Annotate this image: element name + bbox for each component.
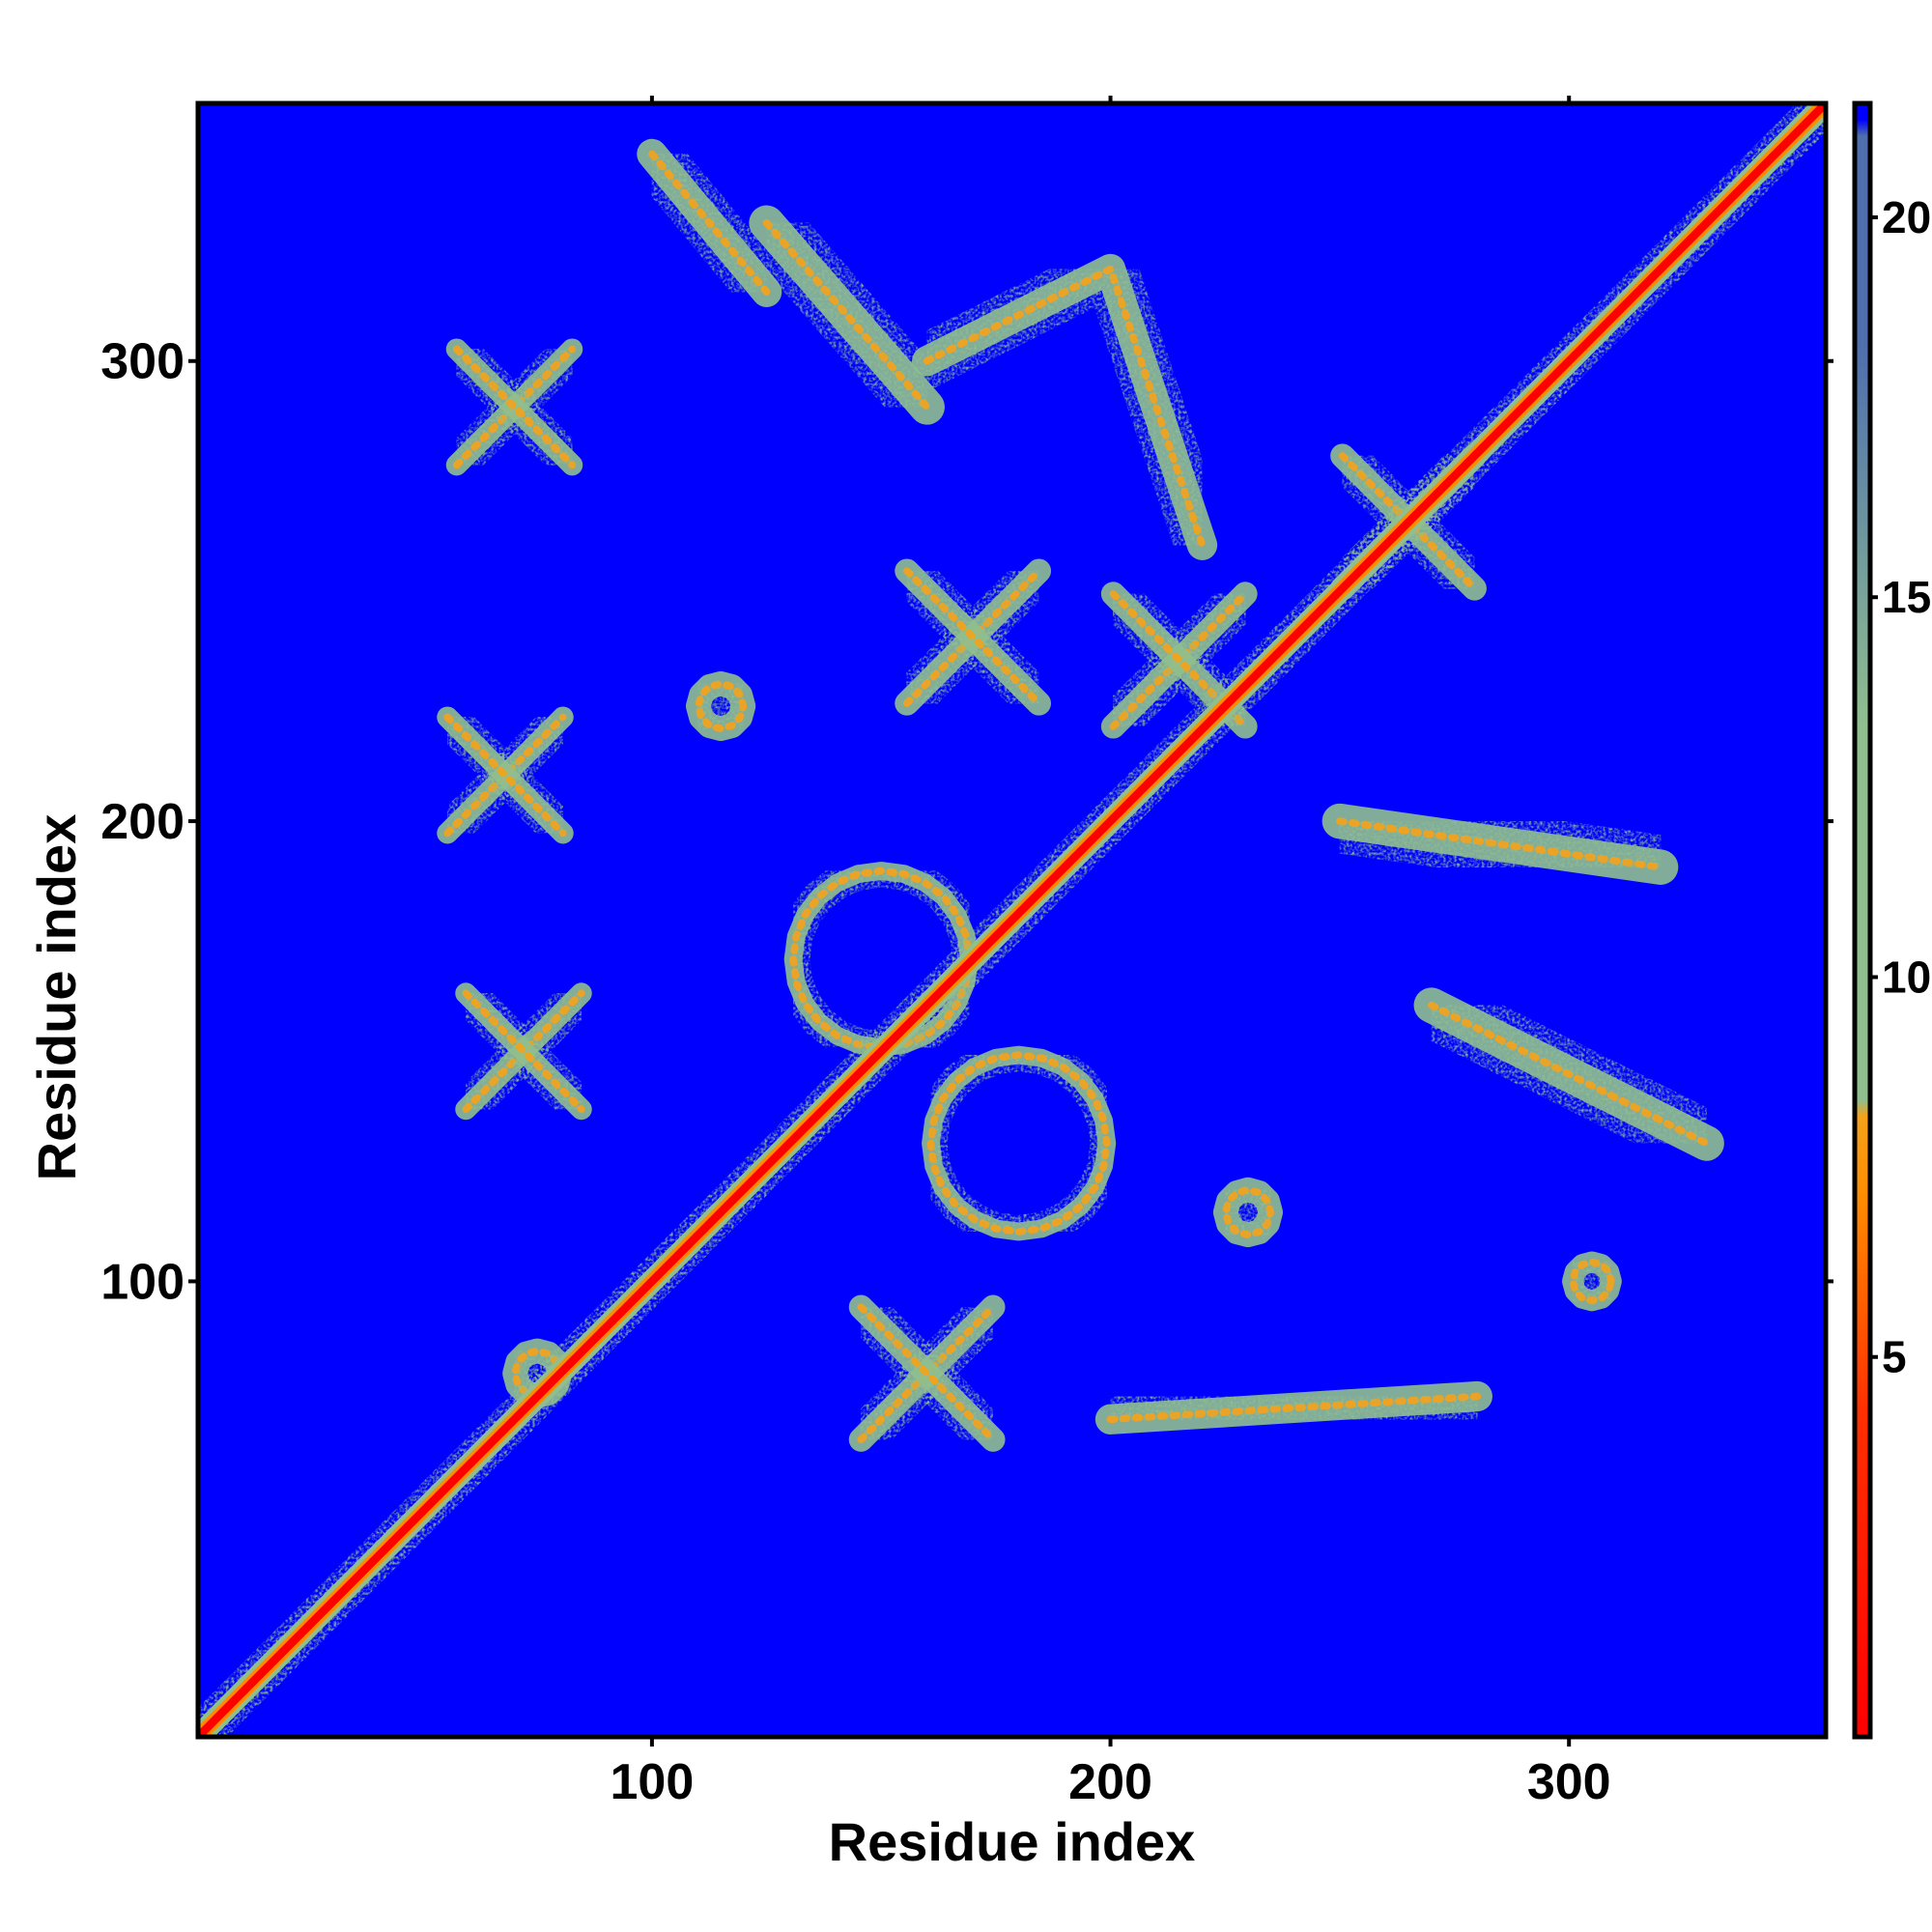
plot-frame	[195, 100, 1829, 1740]
y-tick-label: 200	[100, 794, 185, 850]
x-axis-title: Residue index	[829, 1811, 1196, 1872]
contact-feature-cross	[446, 974, 601, 1129]
x-tick-label: 200	[1068, 1754, 1152, 1810]
contact-feature-blob	[1203, 1167, 1293, 1258]
contact-feature-arc	[899, 242, 1230, 573]
y-tick-label: 100	[100, 1254, 185, 1310]
contact-feature-cross	[437, 329, 592, 485]
contact-feature-cross	[838, 1285, 1015, 1463]
colorbar-ticks: 5 10 15 20	[1870, 192, 1931, 1382]
diagonal-core	[198, 103, 1826, 1737]
contact-feature-band	[1307, 788, 1693, 899]
contact-feature-band	[1399, 973, 1739, 1176]
contact-feature-band	[734, 190, 959, 440]
colorbar-tick-label: 5	[1882, 1332, 1907, 1382]
contact-feature-band	[1083, 1369, 1505, 1447]
y-tick-label: 300	[100, 334, 185, 390]
contact-feature-cross	[428, 697, 582, 853]
x-axis-ticks: 100 200 300	[611, 96, 1611, 1810]
x-tick-label: 300	[1527, 1754, 1611, 1810]
contact-feature-blob	[675, 661, 766, 752]
y-axis-title: Residue index	[26, 814, 87, 1181]
contact-feature-cross	[885, 549, 1062, 725]
diagonal-band	[198, 103, 1826, 1737]
y-axis-ticks: 100 200 300	[100, 334, 1833, 1310]
x-tick-label: 100	[611, 1754, 695, 1810]
contact-feature-band	[624, 126, 795, 320]
colorbar-tick-label: 20	[1882, 192, 1931, 242]
colorbar	[1852, 100, 1873, 1740]
contact-feature-blob	[1553, 1242, 1631, 1321]
colorbar-tick-label: 10	[1882, 952, 1931, 1002]
contact-feature-ring	[914, 1038, 1123, 1249]
colorbar-tick-label: 15	[1882, 572, 1931, 622]
